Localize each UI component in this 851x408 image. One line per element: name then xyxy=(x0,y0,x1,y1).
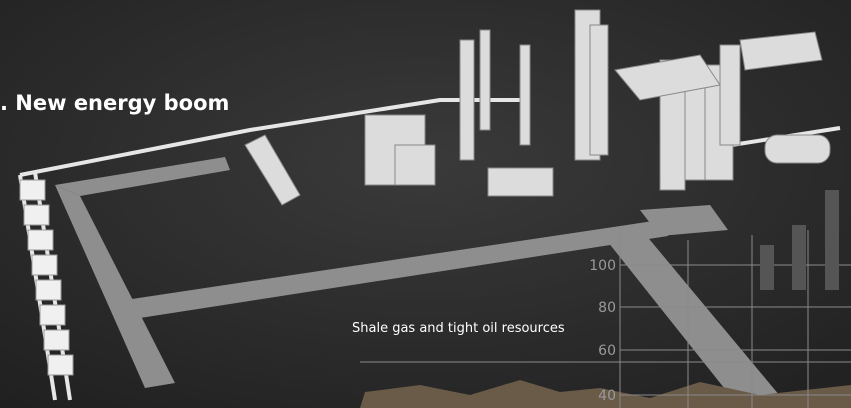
title: . New energy boom xyxy=(0,91,229,115)
map xyxy=(360,380,851,408)
axis-label: 40 xyxy=(598,388,616,404)
inset-grid xyxy=(360,230,851,408)
plant xyxy=(244,9,831,206)
axis-label: 100 xyxy=(589,258,616,274)
inset-caption: Shale gas and tight oil resources xyxy=(352,321,565,336)
coolers xyxy=(19,179,74,376)
axis-label: 60 xyxy=(598,343,616,359)
roads xyxy=(55,157,790,408)
axis-label: 80 xyxy=(598,300,616,316)
bars xyxy=(760,190,839,290)
